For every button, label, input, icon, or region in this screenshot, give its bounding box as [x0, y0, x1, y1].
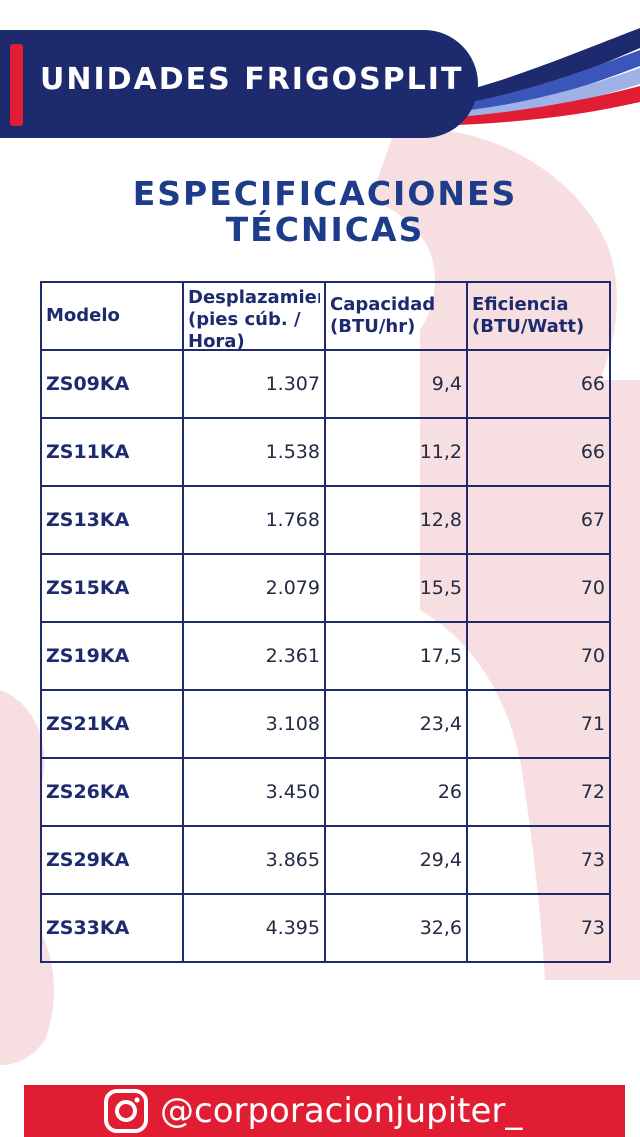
capacity-cell: 9,4: [324, 349, 468, 419]
efficiency-cell: 70: [466, 621, 611, 691]
table-row: ZS21KA 3.108 23,4 71: [40, 689, 611, 759]
displacement-cell: 1.768: [182, 485, 326, 555]
page-title: ESPECIFICACIONES TÉCNICAS: [0, 176, 640, 248]
model-cell: ZS19KA: [40, 621, 184, 691]
model-cell: ZS13KA: [40, 485, 184, 555]
capacity-cell: 11,2: [324, 417, 468, 487]
capacity-cell: 26: [324, 757, 468, 827]
efficiency-cell: 66: [466, 349, 611, 419]
column-header-model: Modelo: [40, 281, 184, 351]
table-row: ZS13KA 1.768 12,8 67: [40, 485, 611, 555]
capacity-cell: 23,4: [324, 689, 468, 759]
displacement-cell: 1.538: [182, 417, 326, 487]
capacity-cell: 29,4: [324, 825, 468, 895]
flag-wave-decoration: [430, 28, 640, 126]
instagram-icon[interactable]: [103, 1088, 149, 1134]
instagram-handle-link[interactable]: @corporacionjupiter_: [160, 1091, 523, 1131]
column-header-displacement: Desplazamiento (pies cúb. / Hora): [182, 281, 326, 351]
efficiency-cell: 67: [466, 485, 611, 555]
displacement-cell: 1.307: [182, 349, 326, 419]
efficiency-cell: 70: [466, 553, 611, 623]
table-row: ZS15KA 2.079 15,5 70: [40, 553, 611, 623]
efficiency-cell: 72: [466, 757, 611, 827]
column-header-capacity: Capacidad (BTU/hr): [324, 281, 468, 351]
displacement-cell: 2.079: [182, 553, 326, 623]
capacity-cell: 17,5: [324, 621, 468, 691]
spec-table: Modelo Desplazamiento (pies cúb. / Hora)…: [40, 281, 611, 963]
model-cell: ZS29KA: [40, 825, 184, 895]
displacement-cell: 2.361: [182, 621, 326, 691]
displacement-cell: 3.450: [182, 757, 326, 827]
efficiency-cell: 73: [466, 893, 611, 963]
efficiency-cell: 66: [466, 417, 611, 487]
page-title-line-1: ESPECIFICACIONES: [132, 174, 518, 213]
table-row: ZS11KA 1.538 11,2 66: [40, 417, 611, 487]
column-header-efficiency: Eficiencia (BTU/Watt): [466, 281, 611, 351]
header-accent-bar: [10, 44, 23, 126]
table-header-row: Modelo Desplazamiento (pies cúb. / Hora)…: [40, 281, 611, 351]
efficiency-cell: 71: [466, 689, 611, 759]
page-title-line-2: TÉCNICAS: [225, 210, 425, 249]
model-cell: ZS15KA: [40, 553, 184, 623]
capacity-cell: 32,6: [324, 893, 468, 963]
header-banner: [0, 30, 478, 138]
model-cell: ZS21KA: [40, 689, 184, 759]
model-cell: ZS11KA: [40, 417, 184, 487]
model-cell: ZS33KA: [40, 893, 184, 963]
model-cell: ZS09KA: [40, 349, 184, 419]
table-row: ZS19KA 2.361 17,5 70: [40, 621, 611, 691]
table-row: ZS33KA 4.395 32,6 73: [40, 893, 611, 963]
table-row: ZS26KA 3.450 26 72: [40, 757, 611, 827]
model-cell: ZS26KA: [40, 757, 184, 827]
footer-bar: [24, 1085, 625, 1137]
displacement-cell: 3.108: [182, 689, 326, 759]
table-row: ZS29KA 3.865 29,4 73: [40, 825, 611, 895]
displacement-cell: 3.865: [182, 825, 326, 895]
header-title: UNIDADES FRIGOSPLIT: [40, 62, 464, 97]
table-row: ZS09KA 1.307 9,4 66: [40, 349, 611, 419]
efficiency-cell: 73: [466, 825, 611, 895]
displacement-cell: 4.395: [182, 893, 326, 963]
capacity-cell: 15,5: [324, 553, 468, 623]
capacity-cell: 12,8: [324, 485, 468, 555]
